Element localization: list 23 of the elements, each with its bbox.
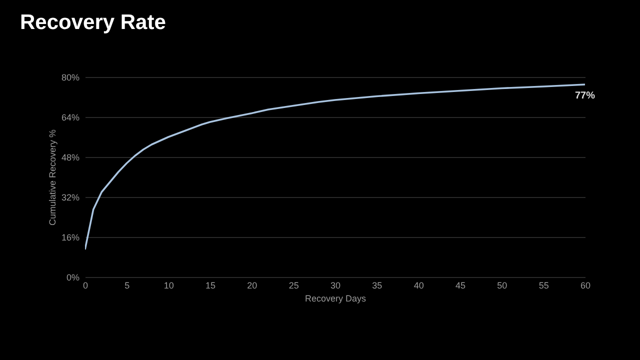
x-tick-label: 25 xyxy=(288,280,299,290)
x-tick-label: 30 xyxy=(330,280,341,290)
x-tick-label: 55 xyxy=(538,280,549,290)
annotation: 77% xyxy=(574,90,596,102)
x-tick-label: 50 xyxy=(497,280,508,290)
y-tick-label: 16% xyxy=(61,232,80,242)
x-tick-label: 20 xyxy=(247,280,258,290)
x-tick-label: 40 xyxy=(414,280,424,290)
x-tick-label: 5 xyxy=(124,280,130,290)
x-axis-title: Recovery Days xyxy=(304,294,366,304)
y-tick-label: 80% xyxy=(61,72,80,82)
x-tick-label: 10 xyxy=(164,280,174,290)
x-tick-label: 45 xyxy=(455,280,466,290)
x-tick-label: 60 xyxy=(580,280,591,290)
x-tick-label: 15 xyxy=(205,280,216,290)
y-tick-label: 48% xyxy=(61,152,80,162)
x-tick-label: 0 xyxy=(82,280,88,290)
y-tick-label: 0% xyxy=(66,272,80,282)
y-axis-title: Cumulative Recovery % xyxy=(47,129,58,226)
x-tick-label: 35 xyxy=(372,280,382,290)
chart-title: Recovery Rate xyxy=(20,11,166,34)
y-tick-label: 32% xyxy=(61,192,80,202)
y-tick-label: 64% xyxy=(61,112,80,122)
